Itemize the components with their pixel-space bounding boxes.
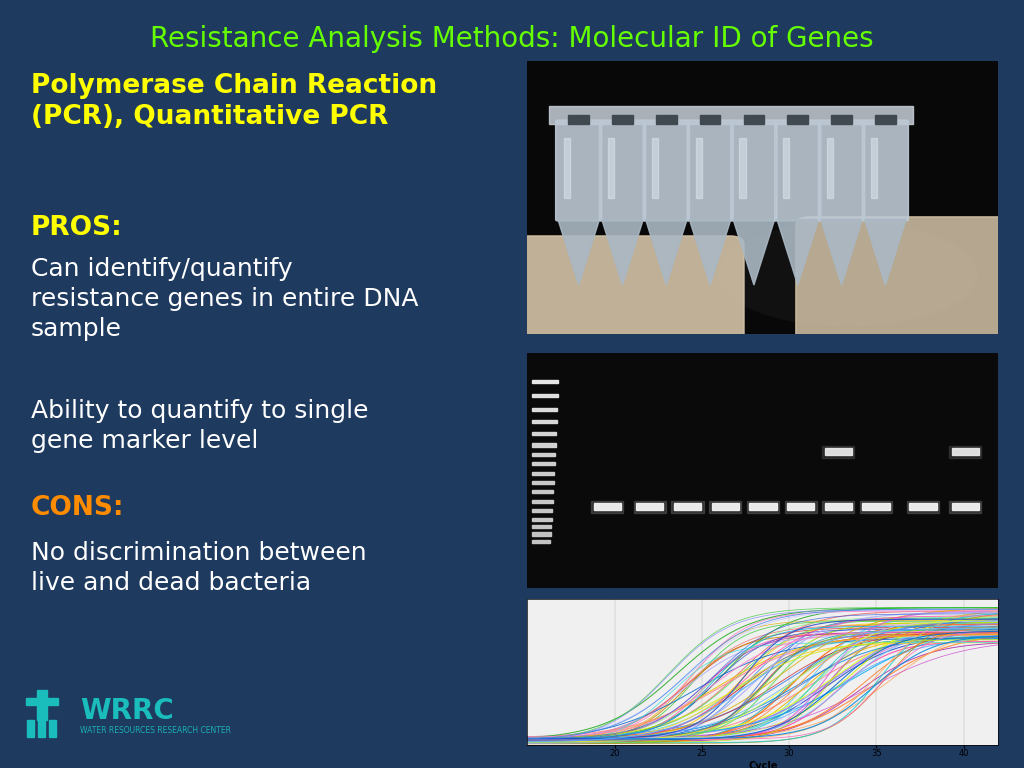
- Bar: [831, 114, 852, 124]
- Bar: [532, 462, 555, 465]
- Bar: [652, 137, 658, 198]
- Bar: [594, 503, 622, 511]
- FancyBboxPatch shape: [687, 120, 733, 221]
- Polygon shape: [777, 220, 818, 285]
- Bar: [532, 420, 557, 423]
- Bar: [951, 448, 979, 455]
- Bar: [549, 107, 913, 124]
- Bar: [532, 409, 557, 412]
- Polygon shape: [558, 220, 599, 285]
- Bar: [532, 509, 552, 512]
- Polygon shape: [602, 220, 643, 285]
- Bar: [739, 137, 745, 198]
- Bar: [656, 114, 677, 124]
- Polygon shape: [821, 220, 862, 285]
- Bar: [784, 501, 816, 513]
- Bar: [38, 720, 45, 737]
- Text: Ability to quantify to single
gene marker level: Ability to quantify to single gene marke…: [31, 399, 369, 453]
- Text: CONS:: CONS:: [31, 495, 124, 521]
- Bar: [822, 445, 854, 458]
- Bar: [699, 114, 721, 124]
- Text: Can identify/quantify
resistance genes in entire DNA
sample: Can identify/quantify resistance genes i…: [31, 257, 418, 341]
- Bar: [532, 518, 552, 521]
- Bar: [907, 501, 939, 513]
- Bar: [532, 472, 554, 475]
- Bar: [532, 525, 551, 528]
- Bar: [746, 501, 779, 513]
- FancyBboxPatch shape: [818, 120, 864, 221]
- Polygon shape: [864, 220, 906, 285]
- FancyBboxPatch shape: [599, 120, 645, 221]
- Bar: [712, 503, 739, 511]
- Bar: [949, 501, 981, 513]
- Bar: [568, 114, 589, 124]
- X-axis label: Cycle: Cycle: [749, 761, 777, 768]
- Bar: [710, 501, 741, 513]
- Polygon shape: [733, 220, 775, 285]
- Text: WRRC: WRRC: [80, 697, 174, 725]
- Bar: [532, 500, 553, 503]
- FancyBboxPatch shape: [775, 120, 821, 221]
- Bar: [532, 380, 558, 383]
- Bar: [532, 532, 551, 535]
- Bar: [49, 720, 56, 737]
- Bar: [949, 445, 981, 458]
- Bar: [532, 432, 556, 435]
- Bar: [862, 503, 890, 511]
- Bar: [824, 448, 852, 455]
- Bar: [592, 501, 624, 513]
- Bar: [37, 690, 47, 720]
- Bar: [608, 137, 614, 198]
- Bar: [827, 137, 834, 198]
- Bar: [786, 503, 814, 511]
- FancyBboxPatch shape: [862, 120, 908, 221]
- Bar: [743, 114, 764, 124]
- Bar: [26, 698, 58, 705]
- Bar: [532, 490, 553, 493]
- Bar: [874, 114, 896, 124]
- Polygon shape: [645, 220, 687, 285]
- Bar: [750, 503, 776, 511]
- Bar: [822, 501, 854, 513]
- Text: Polymerase Chain Reaction
(PCR), Quantitative PCR: Polymerase Chain Reaction (PCR), Quantit…: [31, 73, 437, 130]
- Bar: [634, 501, 666, 513]
- Bar: [951, 503, 979, 511]
- Bar: [824, 503, 852, 511]
- Bar: [27, 720, 34, 737]
- Text: PROS:: PROS:: [31, 215, 123, 241]
- Bar: [870, 137, 878, 198]
- Bar: [532, 481, 554, 484]
- Polygon shape: [689, 220, 731, 285]
- FancyBboxPatch shape: [556, 120, 602, 221]
- Bar: [532, 453, 555, 456]
- Bar: [860, 501, 892, 513]
- Bar: [532, 394, 557, 397]
- Text: Resistance Analysis Methods: Molecular ID of Genes: Resistance Analysis Methods: Molecular I…: [151, 25, 873, 52]
- Bar: [787, 114, 808, 124]
- FancyBboxPatch shape: [643, 120, 689, 221]
- Bar: [783, 137, 790, 198]
- Text: WATER RESOURCES RESEARCH CENTER: WATER RESOURCES RESEARCH CENTER: [80, 726, 230, 735]
- Bar: [672, 501, 703, 513]
- Ellipse shape: [718, 222, 977, 326]
- FancyBboxPatch shape: [796, 217, 1024, 356]
- Bar: [532, 443, 556, 446]
- Bar: [564, 137, 570, 198]
- Bar: [612, 114, 633, 124]
- Bar: [695, 137, 701, 198]
- FancyBboxPatch shape: [731, 120, 777, 221]
- Text: No discrimination between
live and dead bacteria: No discrimination between live and dead …: [31, 541, 367, 595]
- FancyBboxPatch shape: [504, 236, 744, 356]
- Bar: [909, 503, 937, 511]
- Bar: [532, 539, 551, 542]
- Bar: [674, 503, 701, 511]
- Bar: [636, 503, 664, 511]
